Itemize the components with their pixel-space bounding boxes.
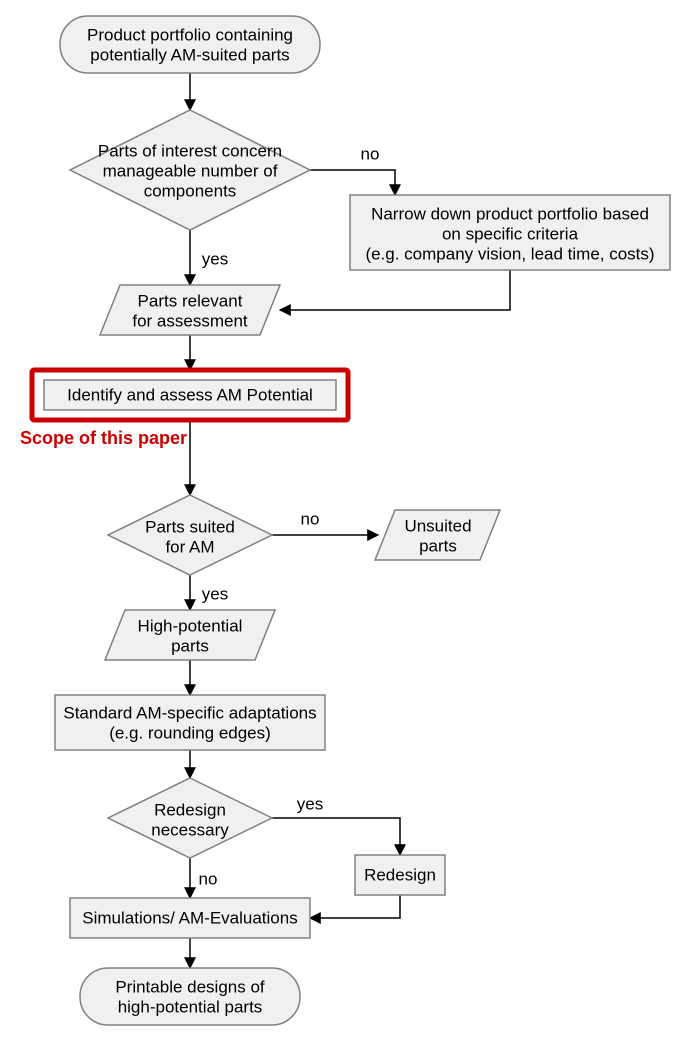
svg-text:high-potential parts: high-potential parts: [118, 997, 263, 1016]
svg-text:potentially AM-suited parts: potentially AM-suited parts: [90, 45, 289, 64]
label-d1-yes: yes: [202, 249, 228, 268]
node-relevant: Parts relevant for assessment: [100, 285, 280, 335]
node-sim: Simulations/ AM-Evaluations: [70, 898, 310, 938]
svg-text:components: components: [144, 181, 237, 200]
node-highpot: High-potential parts: [105, 610, 275, 660]
svg-text:Product portfolio containing: Product portfolio containing: [87, 25, 293, 44]
svg-text:Simulations/ AM-Evaluations: Simulations/ AM-Evaluations: [82, 908, 297, 927]
node-decision2: Parts suited for AM: [108, 495, 272, 575]
svg-text:Printable designs of: Printable designs of: [115, 977, 265, 996]
svg-text:Parts of interest concern: Parts of interest concern: [98, 141, 282, 160]
node-standard: Standard AM-specific adaptations (e.g. r…: [55, 695, 325, 750]
svg-text:on specific criteria: on specific criteria: [442, 224, 579, 243]
edge-narrow-relevant: [280, 270, 510, 310]
svg-text:Parts relevant: Parts relevant: [138, 291, 243, 310]
svg-text:for assessment: for assessment: [132, 311, 248, 330]
svg-text:necessary: necessary: [151, 820, 229, 839]
node-identify: Identify and assess AM Potential: [32, 370, 348, 420]
svg-text:manageable number of: manageable number of: [103, 161, 278, 180]
svg-text:for AM: for AM: [165, 537, 214, 556]
node-decision3: Redesign necessary: [108, 778, 272, 858]
svg-text:Identify and assess AM Potenti: Identify and assess AM Potential: [67, 385, 313, 404]
label-d2-no: no: [301, 509, 320, 528]
svg-text:Narrow down product portfolio: Narrow down product portfolio based: [371, 204, 649, 223]
node-decision1: Parts of interest concern manageable num…: [70, 110, 310, 230]
label-d3-no: no: [199, 869, 218, 888]
edge-decision3-redesign: [272, 818, 400, 855]
svg-text:Unsuited: Unsuited: [404, 516, 471, 535]
scope-label: Scope of this paper: [20, 428, 187, 448]
svg-text:(e.g. rounding edges): (e.g. rounding edges): [109, 723, 271, 742]
node-unsuited: Unsuited parts: [375, 510, 500, 560]
svg-text:Parts suited: Parts suited: [145, 517, 235, 536]
node-narrow: Narrow down product portfolio based on s…: [350, 195, 670, 270]
node-start: Product portfolio containing potentially…: [60, 16, 320, 73]
node-redesign: Redesign: [355, 855, 445, 895]
edge-redesign-sim: [310, 895, 400, 918]
svg-text:Redesign: Redesign: [154, 800, 226, 819]
node-end: Printable designs of high-potential part…: [80, 968, 300, 1025]
svg-text:Standard AM-specific adaptatio: Standard AM-specific adaptations: [63, 703, 316, 722]
label-d1-no: no: [361, 144, 380, 163]
svg-text:(e.g. company vision, lead tim: (e.g. company vision, lead time, costs): [365, 244, 654, 263]
flowchart: no yes no yes yes no Product portfolio c…: [0, 0, 685, 1042]
label-d3-yes: yes: [297, 794, 323, 813]
edge-decision1-narrow: [310, 170, 395, 195]
label-d2-yes: yes: [202, 584, 228, 603]
svg-text:parts: parts: [419, 536, 457, 555]
svg-text:Redesign: Redesign: [364, 865, 436, 884]
svg-text:High-potential: High-potential: [138, 616, 243, 635]
svg-text:parts: parts: [171, 636, 209, 655]
